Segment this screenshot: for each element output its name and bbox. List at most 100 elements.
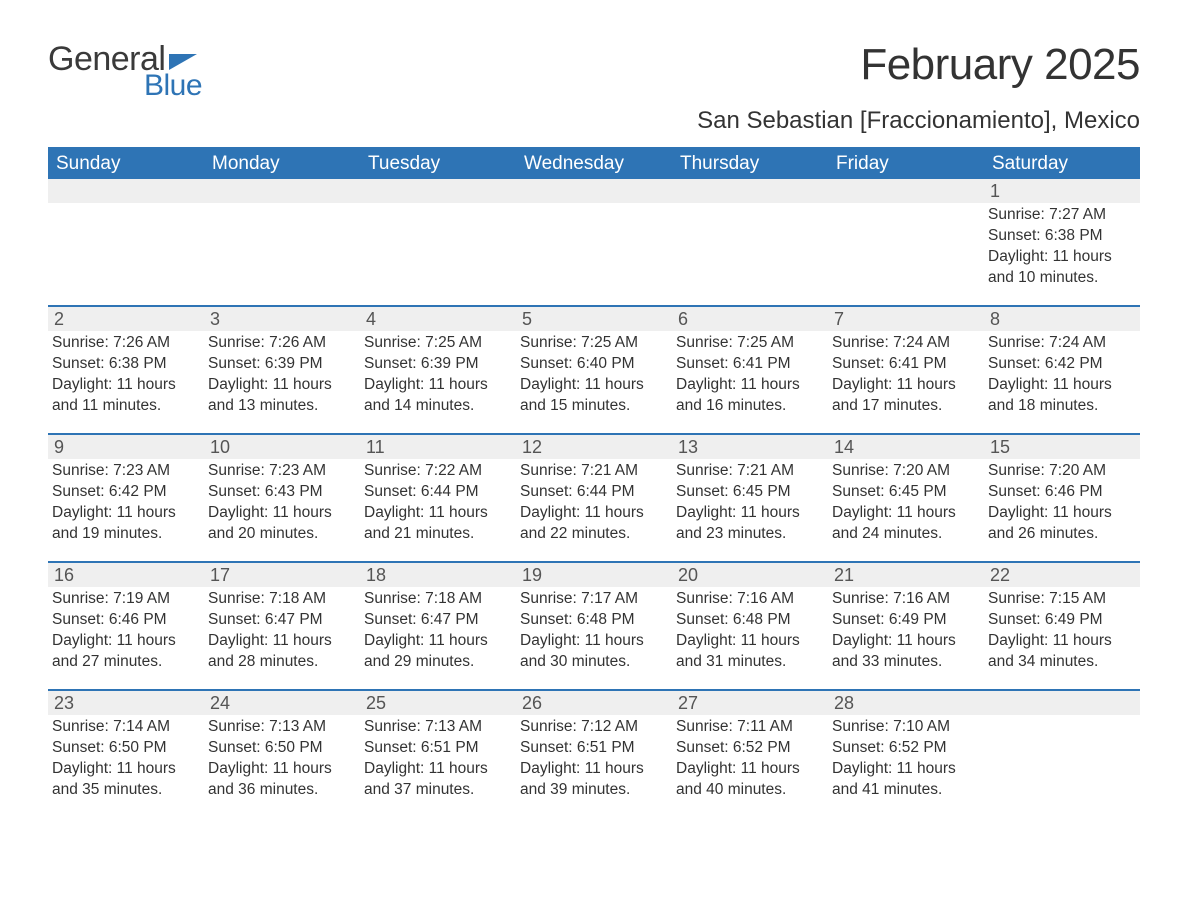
sunset-text: Sunset: 6:44 PM <box>520 482 668 503</box>
day-cell: 9Sunrise: 7:23 AMSunset: 6:42 PMDaylight… <box>48 435 204 561</box>
sunset-text: Sunset: 6:47 PM <box>208 610 356 631</box>
daylight-text: Daylight: 11 hours and 24 minutes. <box>832 503 980 545</box>
day-info: Sunrise: 7:23 AMSunset: 6:42 PMDaylight:… <box>48 459 204 545</box>
daylight-text: Daylight: 11 hours and 36 minutes. <box>208 759 356 801</box>
day-info: Sunrise: 7:22 AMSunset: 6:44 PMDaylight:… <box>360 459 516 545</box>
day-info: Sunrise: 7:26 AMSunset: 6:39 PMDaylight:… <box>204 331 360 417</box>
day-cell <box>516 179 672 305</box>
dow-friday: Friday <box>828 149 984 179</box>
day-number: 22 <box>984 563 1140 587</box>
dow-wednesday: Wednesday <box>516 149 672 179</box>
day-info: Sunrise: 7:13 AMSunset: 6:51 PMDaylight:… <box>360 715 516 801</box>
day-cell: 6Sunrise: 7:25 AMSunset: 6:41 PMDaylight… <box>672 307 828 433</box>
sunrise-text: Sunrise: 7:13 AM <box>208 717 356 738</box>
day-cell: 27Sunrise: 7:11 AMSunset: 6:52 PMDayligh… <box>672 691 828 817</box>
header-row: General Blue February 2025 <box>48 40 1140 103</box>
sunset-text: Sunset: 6:49 PM <box>832 610 980 631</box>
daylight-text: Daylight: 11 hours and 39 minutes. <box>520 759 668 801</box>
week-row: 16Sunrise: 7:19 AMSunset: 6:46 PMDayligh… <box>48 561 1140 689</box>
sunrise-text: Sunrise: 7:14 AM <box>52 717 200 738</box>
day-cell: 22Sunrise: 7:15 AMSunset: 6:49 PMDayligh… <box>984 563 1140 689</box>
day-number: 17 <box>204 563 360 587</box>
sunset-text: Sunset: 6:43 PM <box>208 482 356 503</box>
day-cell: 14Sunrise: 7:20 AMSunset: 6:45 PMDayligh… <box>828 435 984 561</box>
day-cell: 11Sunrise: 7:22 AMSunset: 6:44 PMDayligh… <box>360 435 516 561</box>
day-number: 6 <box>672 307 828 331</box>
day-number: 26 <box>516 691 672 715</box>
sunset-text: Sunset: 6:46 PM <box>52 610 200 631</box>
day-cell: 13Sunrise: 7:21 AMSunset: 6:45 PMDayligh… <box>672 435 828 561</box>
day-info: Sunrise: 7:12 AMSunset: 6:51 PMDaylight:… <box>516 715 672 801</box>
daylight-text: Daylight: 11 hours and 23 minutes. <box>676 503 824 545</box>
day-cell: 26Sunrise: 7:12 AMSunset: 6:51 PMDayligh… <box>516 691 672 817</box>
day-cell <box>48 179 204 305</box>
day-cell: 3Sunrise: 7:26 AMSunset: 6:39 PMDaylight… <box>204 307 360 433</box>
daylight-text: Daylight: 11 hours and 11 minutes. <box>52 375 200 417</box>
daylight-text: Daylight: 11 hours and 26 minutes. <box>988 503 1136 545</box>
day-cell: 23Sunrise: 7:14 AMSunset: 6:50 PMDayligh… <box>48 691 204 817</box>
daylight-text: Daylight: 11 hours and 13 minutes. <box>208 375 356 417</box>
day-cell: 17Sunrise: 7:18 AMSunset: 6:47 PMDayligh… <box>204 563 360 689</box>
sunset-text: Sunset: 6:45 PM <box>676 482 824 503</box>
daylight-text: Daylight: 11 hours and 34 minutes. <box>988 631 1136 673</box>
day-cell: 21Sunrise: 7:16 AMSunset: 6:49 PMDayligh… <box>828 563 984 689</box>
day-cell: 24Sunrise: 7:13 AMSunset: 6:50 PMDayligh… <box>204 691 360 817</box>
logo: General Blue <box>48 40 202 103</box>
day-cell: 20Sunrise: 7:16 AMSunset: 6:48 PMDayligh… <box>672 563 828 689</box>
day-info: Sunrise: 7:27 AMSunset: 6:38 PMDaylight:… <box>984 203 1140 289</box>
day-cell: 10Sunrise: 7:23 AMSunset: 6:43 PMDayligh… <box>204 435 360 561</box>
sunrise-text: Sunrise: 7:11 AM <box>676 717 824 738</box>
day-number: 10 <box>204 435 360 459</box>
day-number <box>828 179 984 203</box>
day-info: Sunrise: 7:21 AMSunset: 6:44 PMDaylight:… <box>516 459 672 545</box>
daylight-text: Daylight: 11 hours and 10 minutes. <box>988 247 1136 289</box>
daylight-text: Daylight: 11 hours and 27 minutes. <box>52 631 200 673</box>
sunset-text: Sunset: 6:52 PM <box>676 738 824 759</box>
daylight-text: Daylight: 11 hours and 30 minutes. <box>520 631 668 673</box>
day-info: Sunrise: 7:16 AMSunset: 6:48 PMDaylight:… <box>672 587 828 673</box>
day-info: Sunrise: 7:21 AMSunset: 6:45 PMDaylight:… <box>672 459 828 545</box>
day-number: 11 <box>360 435 516 459</box>
sunrise-text: Sunrise: 7:26 AM <box>208 333 356 354</box>
day-number: 12 <box>516 435 672 459</box>
sunset-text: Sunset: 6:49 PM <box>988 610 1136 631</box>
daylight-text: Daylight: 11 hours and 35 minutes. <box>52 759 200 801</box>
day-number: 25 <box>360 691 516 715</box>
day-number <box>672 179 828 203</box>
sunrise-text: Sunrise: 7:12 AM <box>520 717 668 738</box>
sunset-text: Sunset: 6:39 PM <box>208 354 356 375</box>
day-cell: 15Sunrise: 7:20 AMSunset: 6:46 PMDayligh… <box>984 435 1140 561</box>
week-row: 1Sunrise: 7:27 AMSunset: 6:38 PMDaylight… <box>48 179 1140 305</box>
sunset-text: Sunset: 6:46 PM <box>988 482 1136 503</box>
day-cell: 5Sunrise: 7:25 AMSunset: 6:40 PMDaylight… <box>516 307 672 433</box>
day-info: Sunrise: 7:20 AMSunset: 6:45 PMDaylight:… <box>828 459 984 545</box>
day-cell <box>204 179 360 305</box>
day-number <box>360 179 516 203</box>
day-number: 15 <box>984 435 1140 459</box>
day-info: Sunrise: 7:10 AMSunset: 6:52 PMDaylight:… <box>828 715 984 801</box>
sunrise-text: Sunrise: 7:25 AM <box>676 333 824 354</box>
daylight-text: Daylight: 11 hours and 14 minutes. <box>364 375 512 417</box>
day-number <box>48 179 204 203</box>
day-info: Sunrise: 7:26 AMSunset: 6:38 PMDaylight:… <box>48 331 204 417</box>
day-info: Sunrise: 7:25 AMSunset: 6:40 PMDaylight:… <box>516 331 672 417</box>
page: General Blue February 2025 San Sebastian… <box>0 0 1188 857</box>
sunrise-text: Sunrise: 7:18 AM <box>364 589 512 610</box>
sunset-text: Sunset: 6:42 PM <box>988 354 1136 375</box>
day-cell <box>984 691 1140 817</box>
day-info: Sunrise: 7:24 AMSunset: 6:41 PMDaylight:… <box>828 331 984 417</box>
day-cell: 8Sunrise: 7:24 AMSunset: 6:42 PMDaylight… <box>984 307 1140 433</box>
day-info: Sunrise: 7:17 AMSunset: 6:48 PMDaylight:… <box>516 587 672 673</box>
day-number: 28 <box>828 691 984 715</box>
day-cell: 7Sunrise: 7:24 AMSunset: 6:41 PMDaylight… <box>828 307 984 433</box>
day-cell: 28Sunrise: 7:10 AMSunset: 6:52 PMDayligh… <box>828 691 984 817</box>
sunrise-text: Sunrise: 7:15 AM <box>988 589 1136 610</box>
sunrise-text: Sunrise: 7:21 AM <box>676 461 824 482</box>
daylight-text: Daylight: 11 hours and 16 minutes. <box>676 375 824 417</box>
calendar: Sunday Monday Tuesday Wednesday Thursday… <box>48 147 1140 817</box>
week-row: 9Sunrise: 7:23 AMSunset: 6:42 PMDaylight… <box>48 433 1140 561</box>
day-info: Sunrise: 7:20 AMSunset: 6:46 PMDaylight:… <box>984 459 1140 545</box>
day-cell: 19Sunrise: 7:17 AMSunset: 6:48 PMDayligh… <box>516 563 672 689</box>
weeks-container: 1Sunrise: 7:27 AMSunset: 6:38 PMDaylight… <box>48 179 1140 817</box>
day-number: 4 <box>360 307 516 331</box>
